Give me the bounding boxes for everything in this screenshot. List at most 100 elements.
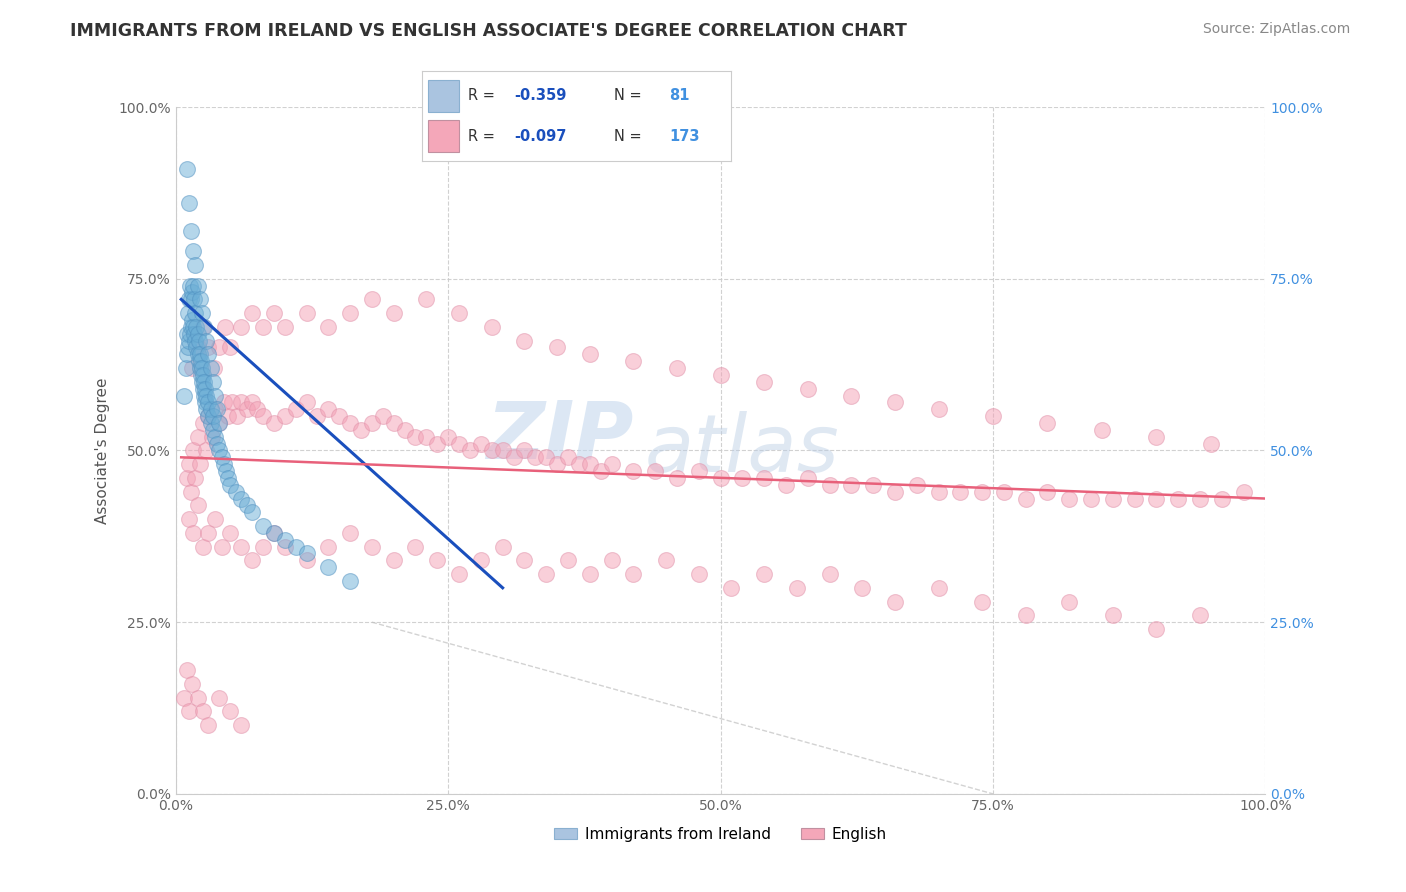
Text: -0.359: -0.359 [515, 88, 567, 103]
Point [841, 478, 863, 492]
Point [231, 540, 253, 554]
Point [181, 285, 204, 300]
Point [1144, 622, 1167, 636]
Point [1189, 491, 1212, 506]
Point [1015, 608, 1038, 623]
Point [546, 340, 568, 354]
Point [180, 224, 202, 238]
Point [186, 326, 209, 341]
Point [235, 499, 257, 513]
Point [295, 395, 318, 409]
Point [194, 395, 217, 409]
Point [318, 319, 340, 334]
Text: 81: 81 [669, 88, 690, 103]
Point [534, 567, 557, 582]
Point [666, 361, 689, 376]
Point [970, 484, 993, 499]
Point [197, 409, 219, 423]
Point [360, 540, 382, 554]
Y-axis label: Associate's Degree: Associate's Degree [96, 377, 110, 524]
Point [1036, 416, 1059, 430]
Point [180, 484, 202, 499]
Point [1080, 491, 1102, 506]
Point [231, 395, 253, 409]
Point [195, 443, 218, 458]
Point [307, 409, 329, 423]
Point [202, 361, 225, 376]
Point [181, 677, 204, 691]
Point [181, 313, 204, 327]
Point [274, 319, 297, 334]
Point [492, 443, 515, 458]
Point [188, 361, 211, 376]
Legend: Immigrants from Ireland, English: Immigrants from Ireland, English [548, 821, 893, 848]
Point [186, 690, 209, 705]
Point [621, 567, 644, 582]
Point [177, 457, 200, 471]
Point [928, 484, 950, 499]
Point [180, 293, 202, 307]
Point [339, 574, 361, 588]
Point [339, 416, 361, 430]
Point [905, 478, 928, 492]
Point [183, 293, 205, 307]
Point [600, 457, 623, 471]
Point [225, 409, 247, 423]
Point [204, 388, 226, 402]
Point [644, 464, 666, 478]
Point [710, 471, 733, 485]
Point [1036, 484, 1059, 499]
Point [394, 423, 416, 437]
Point [205, 436, 228, 450]
Point [796, 382, 818, 396]
Point [688, 567, 710, 582]
Point [183, 326, 205, 341]
Point [180, 319, 202, 334]
Point [263, 306, 285, 320]
Point [284, 540, 307, 554]
Point [197, 409, 219, 423]
Point [470, 553, 492, 567]
Point [187, 354, 209, 368]
Point [174, 361, 197, 376]
Point [240, 395, 263, 409]
Point [240, 505, 263, 519]
Point [415, 430, 437, 444]
Text: atlas: atlas [644, 411, 839, 490]
Point [360, 416, 382, 430]
Point [188, 457, 211, 471]
Point [993, 484, 1015, 499]
Point [177, 705, 200, 719]
Point [208, 340, 231, 354]
Point [534, 450, 557, 465]
Point [447, 306, 470, 320]
FancyBboxPatch shape [427, 120, 458, 152]
Point [188, 347, 211, 361]
Text: ZIP: ZIP [486, 398, 633, 475]
Text: R =: R = [468, 128, 499, 144]
Point [197, 525, 219, 540]
Point [339, 306, 361, 320]
Point [775, 478, 797, 492]
Point [186, 319, 208, 334]
Point [557, 553, 579, 567]
Point [426, 436, 449, 450]
Point [470, 436, 492, 450]
Point [1211, 491, 1233, 506]
Point [350, 423, 373, 437]
Point [187, 334, 209, 348]
Point [176, 326, 198, 341]
Point [231, 319, 253, 334]
Point [1144, 491, 1167, 506]
Point [181, 244, 204, 259]
Point [710, 368, 733, 382]
Point [981, 409, 1004, 423]
Point [200, 402, 222, 417]
Point [211, 450, 233, 465]
Point [754, 567, 776, 582]
Point [884, 395, 907, 409]
Point [318, 560, 340, 574]
Point [949, 484, 972, 499]
Point [405, 540, 427, 554]
Point [186, 347, 209, 361]
